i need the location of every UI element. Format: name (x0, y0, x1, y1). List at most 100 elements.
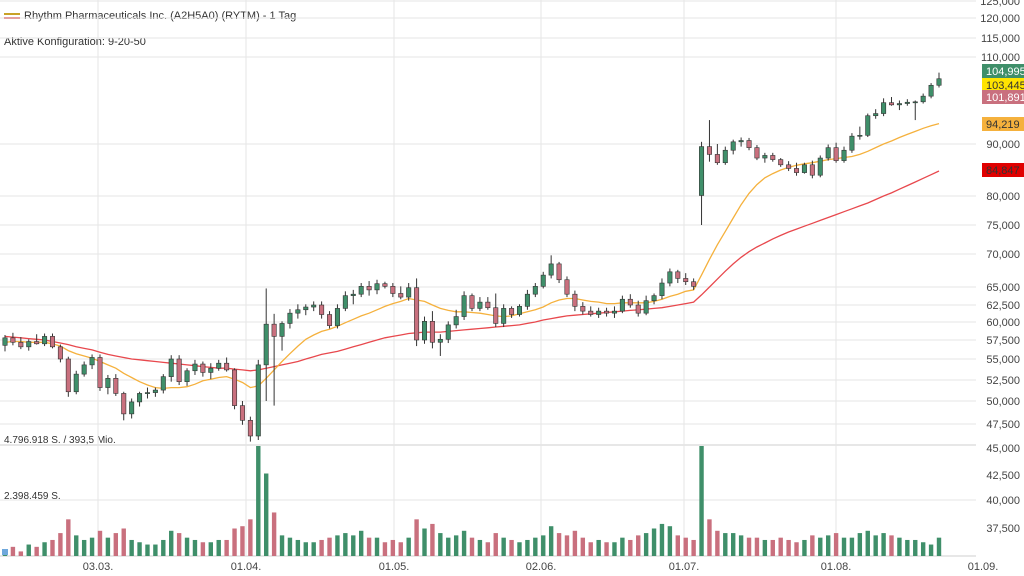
price-tick-label: 120,000 (980, 13, 1020, 25)
candle-body (849, 135, 855, 151)
candle-body (501, 308, 507, 324)
volume-bar (794, 542, 799, 556)
volume-bar (414, 519, 419, 556)
volume-bar (200, 542, 206, 556)
volume-bar (264, 473, 269, 556)
volume-bar (271, 512, 277, 556)
volume-bar (295, 539, 301, 556)
axis-corner-marker (2, 549, 8, 555)
price-badge (982, 117, 1024, 131)
volume-bar (620, 537, 625, 556)
candle-body (524, 293, 530, 307)
volume-bar (42, 542, 47, 556)
price-tick-label: 62,500 (986, 300, 1020, 312)
candle-body (904, 101, 910, 104)
price-tick-label: 110,000 (981, 52, 1020, 64)
candle-body (263, 323, 269, 366)
volume-bar (572, 530, 578, 556)
time-tick-label: 01.05. (379, 561, 410, 573)
candle-body (49, 336, 55, 348)
volume-bar (390, 539, 396, 556)
candle-body (319, 304, 325, 315)
candle-body (912, 101, 918, 104)
candle-body (588, 310, 594, 315)
volume-bar (461, 530, 467, 556)
candle-body (121, 393, 127, 415)
candle-body (627, 298, 633, 306)
price-badge (982, 163, 1024, 177)
candle-body (556, 263, 562, 281)
time-tick-label: 01.04. (231, 561, 262, 573)
candle-body (160, 376, 166, 391)
candle-body (224, 362, 230, 371)
price-tick-label: 75,000 (986, 220, 1020, 232)
volume-bar (881, 533, 886, 556)
volume-bar (121, 528, 126, 556)
volume-bar (675, 535, 680, 556)
volume-bar (636, 535, 641, 556)
volume-bar (453, 535, 459, 556)
volume-bar (169, 530, 174, 556)
candle-body (651, 295, 657, 301)
candle-body (643, 300, 649, 314)
candle-body (65, 358, 71, 393)
candle-body (770, 155, 776, 160)
candle-body (406, 287, 412, 298)
volume-bar (802, 539, 807, 556)
price-tick-label: 125,000 (980, 0, 1020, 8)
volume-bar (588, 542, 593, 556)
candle-body (279, 323, 285, 337)
moving-average-50 (4, 170, 940, 372)
volume-bar (176, 533, 182, 556)
volume-bar (833, 533, 839, 556)
candle-body (817, 157, 823, 176)
volume-bar (517, 542, 522, 556)
volume-bar (541, 535, 546, 556)
candle-body (730, 141, 736, 151)
candle-body (801, 164, 807, 173)
volume-tick-label: 40,000 (986, 495, 1020, 507)
volume-bar (358, 530, 364, 556)
volume-bar (723, 533, 728, 556)
candle-body (105, 378, 111, 388)
candle-body (295, 309, 301, 314)
volume-bar (533, 537, 538, 556)
candle-body (722, 149, 728, 164)
candle-body (144, 392, 150, 394)
volume-bar (683, 537, 688, 556)
candle-body (200, 363, 206, 373)
volume-bar (485, 542, 491, 556)
volume-bar (81, 539, 87, 556)
candle-body (303, 306, 309, 311)
volume-bar (928, 544, 934, 556)
volume-bar (287, 537, 293, 556)
candle-body (786, 164, 792, 169)
candle-body (532, 286, 538, 295)
candle-body (841, 149, 847, 161)
price-tick-label: 60,000 (986, 317, 1020, 329)
volume-bar (319, 539, 324, 556)
config-label: Aktive Konfiguration: 9-20-50 (4, 36, 146, 48)
volume-bar (564, 535, 570, 556)
volume-bar (74, 535, 79, 556)
price-badge (982, 78, 1024, 92)
volume-bar (936, 537, 942, 556)
candle-body (611, 310, 617, 314)
volume-bar (10, 546, 16, 556)
volume-bar (406, 537, 411, 556)
volume-tick-label: 45,000 (986, 443, 1020, 455)
candle-body (881, 102, 887, 114)
volume-bar (113, 533, 119, 556)
volume-bar (469, 537, 475, 556)
volume-bar (34, 546, 39, 556)
volume-bar (446, 537, 451, 556)
candle-body (327, 314, 333, 326)
volume-bar (279, 535, 285, 556)
volume-bar (50, 539, 55, 556)
candle-body (398, 293, 404, 298)
volume-bar (216, 539, 221, 556)
candle-body (873, 113, 879, 117)
volume-bar (889, 535, 894, 556)
volume-bar (897, 537, 902, 556)
